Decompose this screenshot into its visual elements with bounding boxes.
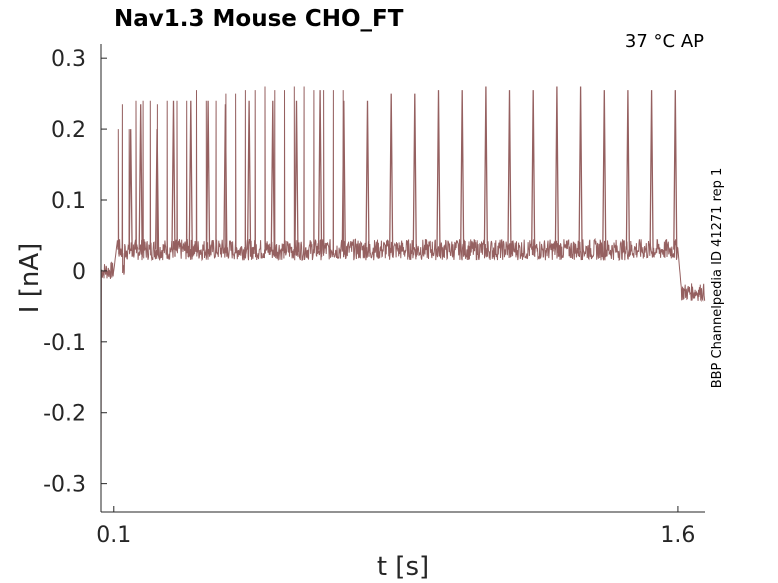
spike [171,100,176,257]
y-axis-label: I [nA] [15,243,45,313]
x-tick-label: 1.6 [660,523,695,548]
condition-annotation: 37 °C AP [625,31,704,52]
spike [649,90,654,257]
chart-title: Nav1.3 Mouse CHO_FT [114,6,404,32]
y-tick-label: 0 [72,260,86,285]
axes [100,44,705,513]
spike [223,104,228,257]
spike [554,86,560,257]
spike [578,86,583,257]
spike [246,100,252,257]
spike [625,90,631,257]
current-trace [100,86,706,484]
y-ticks: 0.3 0.2 0.1 0 -0.1 -0.2 -0.3 [43,47,107,498]
spike [294,100,299,257]
spike [483,86,489,257]
y-tick-label: 0.2 [51,118,86,143]
y-tick-label: -0.1 [43,331,86,356]
spike [507,90,512,257]
spike [205,100,211,257]
spike [460,90,465,257]
spike [436,90,441,257]
spike [365,100,370,257]
side-label: BBP Channelpedia ID 41271 rep 1 [710,168,725,389]
spike [188,100,193,257]
y-tick-label: -0.3 [43,473,86,498]
spike [389,93,394,257]
current-trace-layer [100,86,706,484]
spike [341,100,346,257]
spike [602,90,607,257]
spike [138,104,143,257]
spike [270,100,275,257]
spike [412,93,417,257]
y-tick-label: -0.2 [43,402,86,427]
spike [531,90,536,257]
spike [317,90,323,257]
x-tick-label: 0.1 [96,523,131,548]
spike [673,90,678,257]
y-tick-label: 0.3 [51,47,86,72]
spike [128,129,133,257]
x-ticks: 0.1 1.6 [96,506,695,548]
x-axis-label: t [s] [377,552,429,582]
spike [154,129,160,257]
y-tick-label: 0.1 [51,189,86,214]
